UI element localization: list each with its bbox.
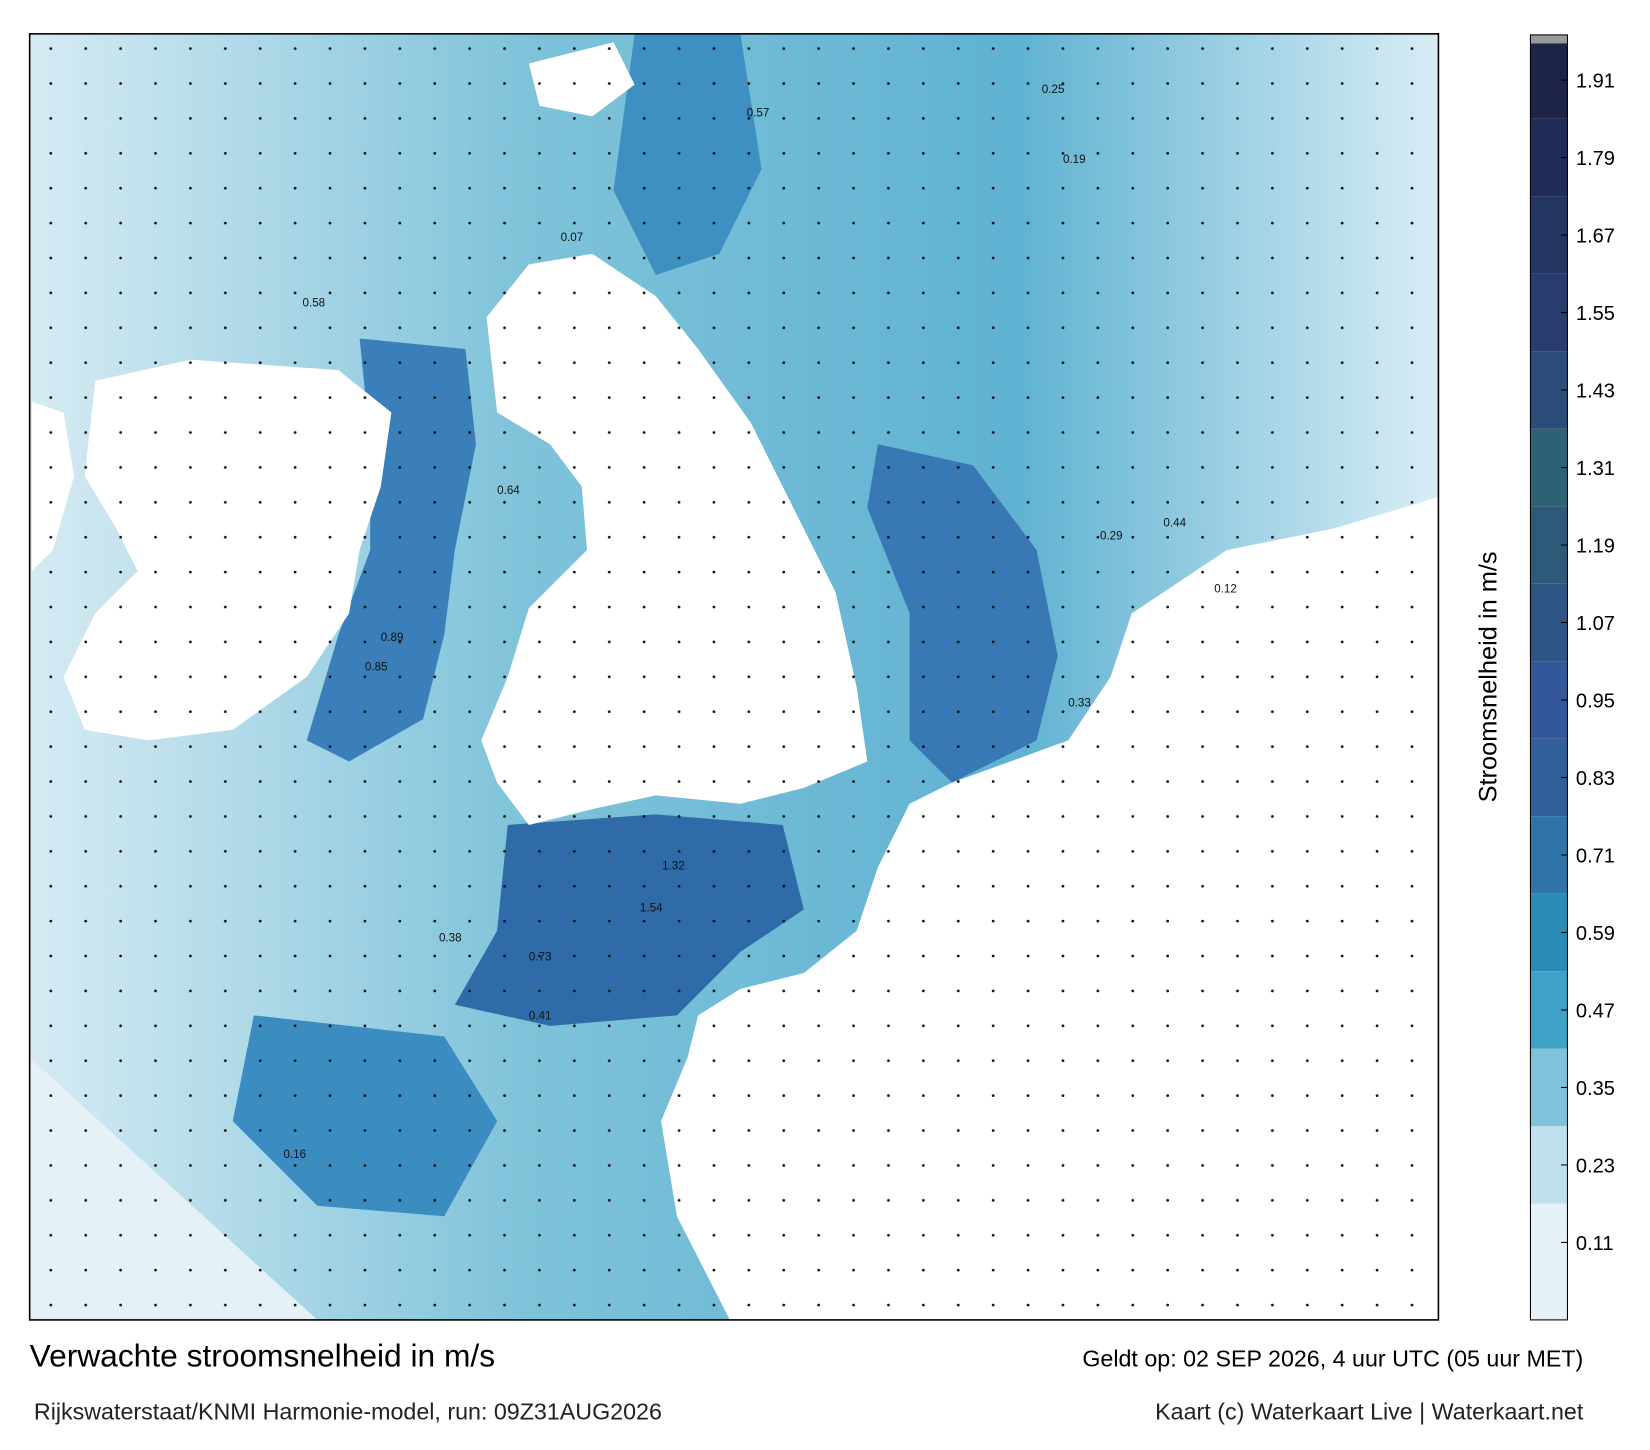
current-label: 0.12: [1214, 582, 1237, 595]
colorbar-tick-label: 1.67: [1576, 225, 1615, 247]
current-label: 0.73: [529, 950, 552, 963]
current-label: 0.57: [747, 106, 770, 119]
current-label: 0.33: [1068, 696, 1091, 709]
vector-grid: [29, 33, 1439, 1320]
current-label: 1.32: [662, 859, 685, 872]
colorbar-label: Stroomsnelheid in m/s: [1475, 551, 1503, 802]
colorbar-tick-label: 1.31: [1576, 458, 1615, 480]
colorbar-cap: [1530, 34, 1568, 44]
colorbar-tick-label: 0.71: [1576, 845, 1615, 867]
current-label: 0.29: [1100, 529, 1123, 542]
current-label: 0.41: [529, 1010, 552, 1023]
subtitle: Rijkswaterstaat/KNMI Harmonie-model, run…: [34, 1398, 662, 1424]
colorbar-tick-label: 1.79: [1576, 148, 1615, 170]
colorbar-tick-label: 1.19: [1576, 535, 1615, 557]
colorbar-tick-label: 0.35: [1576, 1078, 1615, 1100]
colorbar-tick-label: 1.91: [1576, 71, 1615, 93]
colorbar-tick-label: 0.59: [1576, 923, 1615, 945]
colorbar-tick-label: 0.23: [1576, 1155, 1615, 1177]
current-label: 0.38: [439, 931, 462, 944]
colorbar: 0.11 0.23 0.35 0.47 0.59 0.71 0.83 0.95 1.07 1.19…: [1529, 34, 1615, 1321]
colorbar-tick-label: 0.95: [1576, 690, 1615, 712]
map-area: 1.54 1.32 0.89 0.85 0.58 0.57 0.44 0.33 0.25 0.19…: [29, 33, 1439, 1320]
current-label: 0.64: [497, 484, 520, 497]
current-label: 0.25: [1042, 83, 1065, 96]
colorbar-frame: [1529, 34, 1568, 1321]
colorbar-tick-label: 0.47: [1576, 1000, 1615, 1022]
colorbar-tick-label: 0.83: [1576, 768, 1615, 790]
current-label: 0.07: [561, 231, 584, 244]
colorbar-tick-label: 1.43: [1576, 380, 1615, 402]
colorbar-tick-label: 1.55: [1576, 303, 1615, 325]
current-label: 0.58: [303, 297, 326, 310]
current-labels: 1.54 1.32 0.89 0.85 0.58 0.57 0.44 0.33 0.25 0.19…: [283, 83, 1236, 1161]
valid-time: Geldt op: 02 SEP 2026, 4 uur UTC (05 uur…: [1082, 1345, 1583, 1371]
colorbar-band: [1530, 43, 1568, 119]
colorbar-tick-label: 0.11: [1576, 1233, 1614, 1255]
map-frame: [28, 33, 1440, 1321]
current-label: 0.44: [1163, 517, 1186, 530]
credit: Kaart (c) Waterkaart Live | Waterkaart.n…: [1155, 1398, 1584, 1424]
current-label: 1.54: [640, 902, 663, 915]
current-label: 0.19: [1063, 153, 1086, 166]
colorbar-band: [1530, 1203, 1568, 1320]
colorbar-tick-label: 1.07: [1576, 613, 1615, 635]
title: Verwachte stroomsnelheid in m/s: [30, 1337, 495, 1373]
current-label: 0.89: [381, 631, 404, 644]
current-label: 0.16: [283, 1148, 306, 1161]
current-label: 0.85: [365, 661, 388, 674]
